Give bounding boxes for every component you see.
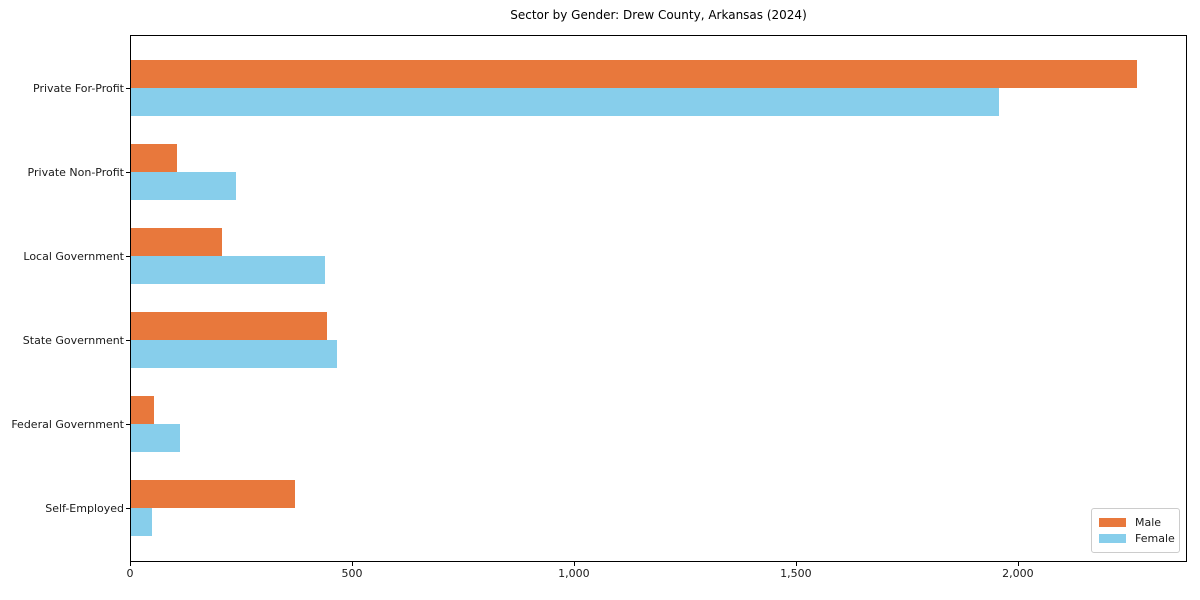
bar-female — [131, 172, 237, 200]
y-tick-mark — [126, 424, 130, 425]
y-tick-mark — [126, 340, 130, 341]
x-tick-mark — [795, 562, 797, 566]
y-tick-label: Federal Government — [11, 418, 124, 431]
x-tick-label: 2,000 — [1002, 567, 1034, 580]
legend-item: Female — [1099, 531, 1175, 547]
y-tick-label: Private Non-Profit — [27, 166, 124, 179]
bar-female — [131, 508, 153, 536]
legend-swatch-male — [1099, 517, 1126, 527]
bar-male — [131, 312, 328, 340]
bar-male — [131, 396, 155, 424]
y-tick-label: State Government — [22, 334, 124, 347]
bar-female — [131, 256, 326, 284]
x-tick-label: 1,000 — [558, 567, 590, 580]
x-tick-mark — [351, 562, 353, 566]
y-tick-label: Self-Employed — [45, 502, 124, 515]
bar-male — [131, 144, 177, 172]
bar-female — [131, 88, 999, 116]
bar-female — [131, 424, 181, 452]
x-tick-mark — [130, 562, 131, 566]
y-tick-label: Local Government — [23, 250, 124, 263]
y-tick-mark — [126, 508, 130, 509]
bar-female — [131, 340, 337, 368]
legend-label: Female — [1135, 532, 1175, 546]
x-tick-label: 0 — [126, 567, 134, 580]
y-tick-mark — [126, 172, 130, 173]
y-tick-label: Private For-Profit — [33, 82, 124, 95]
y-tick-mark — [126, 256, 130, 257]
x-tick-mark — [573, 562, 575, 566]
bar-male — [131, 228, 222, 256]
chart-title: Sector by Gender: Drew County, Arkansas … — [510, 8, 807, 22]
bar-male — [131, 60, 1137, 88]
legend-item: Male — [1099, 514, 1172, 530]
bar-male — [131, 480, 296, 508]
y-tick-mark — [126, 88, 130, 89]
legend-swatch-female — [1099, 534, 1126, 544]
x-tick-mark — [1017, 562, 1019, 566]
plot-area — [130, 35, 1187, 562]
legend: Male Female — [1091, 508, 1180, 553]
legend-label: Male — [1135, 515, 1162, 529]
x-tick-label: 1,500 — [780, 567, 812, 580]
x-tick-label: 500 — [341, 567, 363, 580]
